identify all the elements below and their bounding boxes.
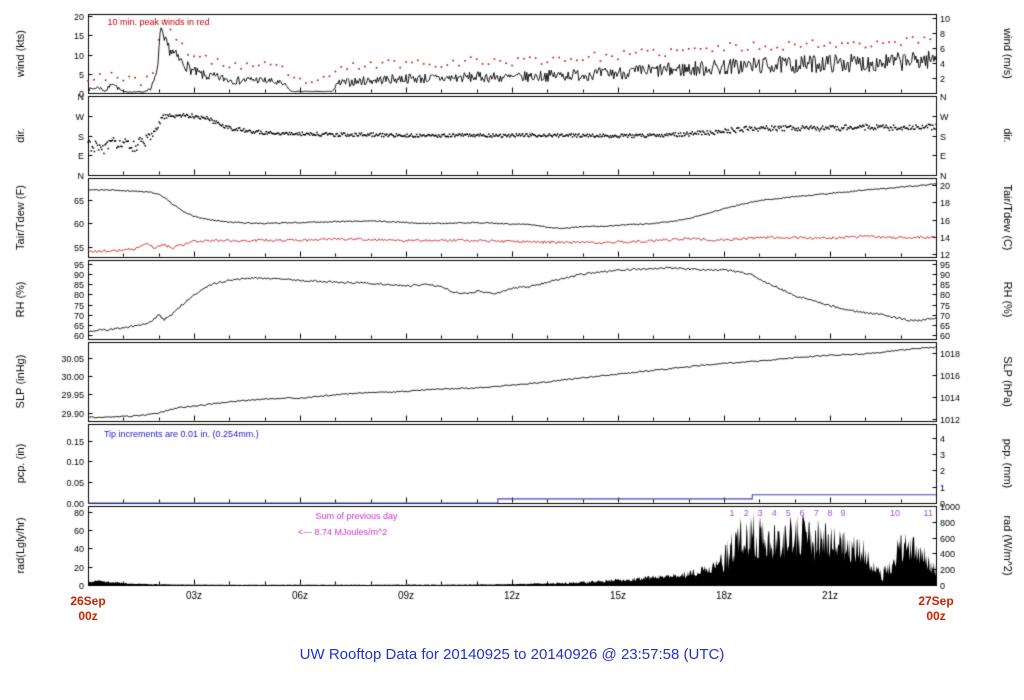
start-hour-text: 00z xyxy=(78,609,98,623)
chart-title: UW Rooftop Data for 20140925 to 20140926… xyxy=(299,646,725,663)
start-date-text: 26Sep xyxy=(70,594,106,608)
end-hour-text: 00z xyxy=(926,609,946,623)
x-axis-end-date: 27Sep 00z xyxy=(904,594,968,624)
x-axis-start-date: 26Sep 00z xyxy=(56,594,120,624)
end-date-text: 27Sep xyxy=(918,594,954,608)
